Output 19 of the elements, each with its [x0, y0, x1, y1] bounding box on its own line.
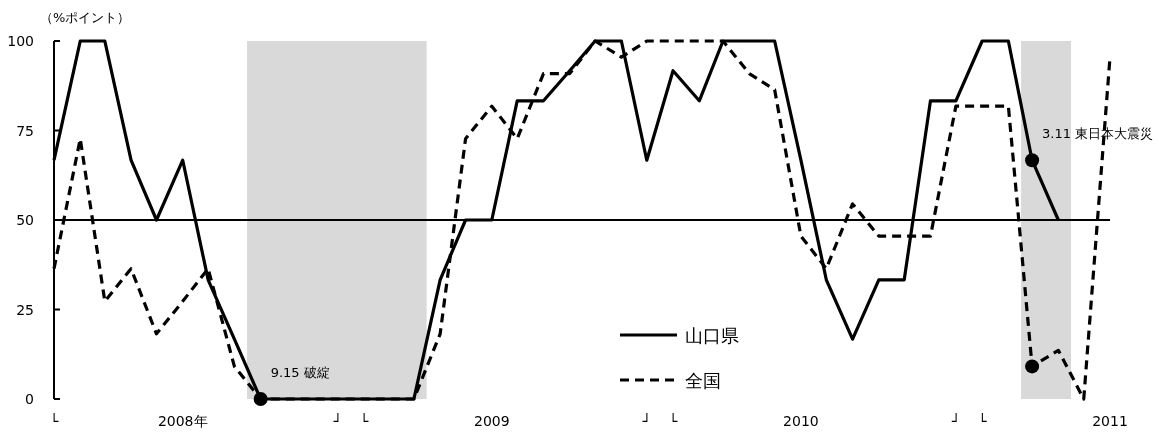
ylabel: （%ポイント） [40, 10, 131, 25]
x-tick-label: ┘ [951, 413, 961, 429]
x-tick-label: └ [977, 413, 987, 429]
y-tick-label: 100 [7, 33, 34, 49]
x-tick-label: ┘ [333, 413, 342, 429]
y-tick-label: 75 [16, 122, 34, 139]
y-tick-label: 50 [16, 212, 34, 228]
x-tick-label: ┘ [642, 413, 651, 429]
x-tick-label: 2011 [1092, 413, 1128, 429]
x-tick-label: └ [49, 413, 59, 429]
y-tick-label: 25 [16, 301, 34, 318]
x-tick-label: 2009 [473, 413, 510, 429]
y-tick-label: 0 [25, 391, 34, 407]
x-tick-label: 2010 [783, 413, 819, 429]
annotation: 3.11 東日本大震災 [1042, 126, 1154, 142]
x-tick-label: └ [668, 413, 678, 429]
annotation: 9.15 破綻 [270, 365, 330, 380]
x-tick-label: 2008年 [157, 413, 208, 429]
x-tick-label: └ [359, 413, 369, 429]
